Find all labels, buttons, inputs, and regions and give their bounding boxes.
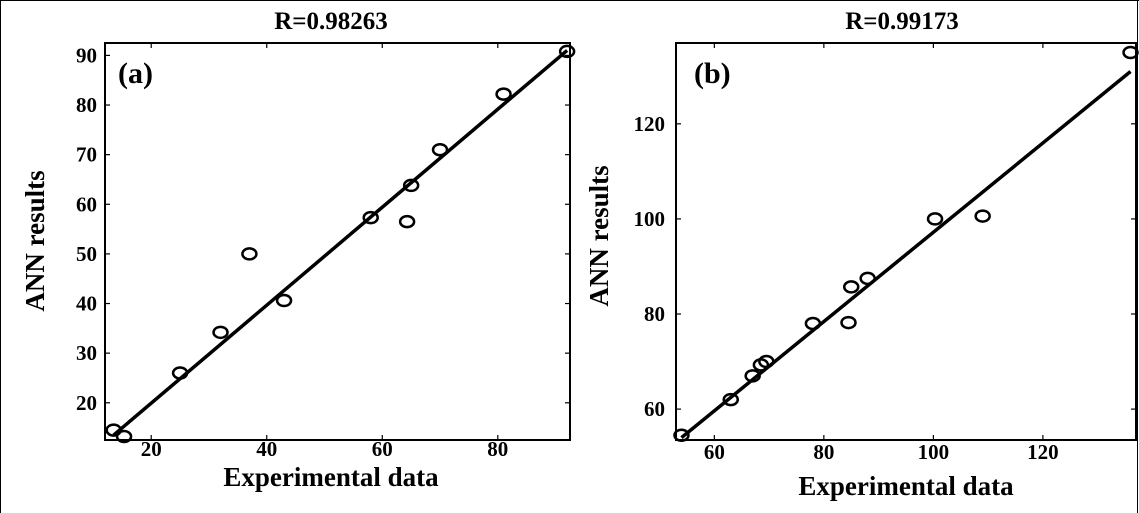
panel-b-plot-area	[675, 42, 1137, 441]
panel-a-ytick-label: 20	[76, 391, 97, 415]
panel-b-label: (b)	[694, 57, 731, 90]
panel-a-plot-area	[104, 42, 571, 441]
panel-b-data-point	[974, 209, 991, 223]
panel-a-points	[105, 44, 576, 444]
panel-a-ytick-label: 60	[76, 192, 97, 216]
panel-b-data-point	[744, 369, 761, 383]
panel-a-ytick-label: 40	[76, 292, 97, 316]
panel-b-xtick-label: 100	[918, 440, 950, 464]
panel-a-ytick-label: 70	[76, 143, 97, 167]
figure-border-right	[1137, 0, 1138, 513]
panel-b-ticks: 60 80 100 120 60 80 100 120	[634, 43, 1136, 464]
panel-b-ylabel: ANN results	[584, 165, 614, 306]
panel-b-ytick-label: 80	[644, 302, 665, 326]
panel-a-data-point	[402, 178, 420, 193]
panel-a-data-point	[398, 214, 416, 229]
panel-a-ytick-label: 80	[76, 93, 97, 117]
figure-border-left	[0, 0, 1, 513]
panel-b-title: R=0.99173	[845, 8, 959, 35]
panel-a-xtick-label: 40	[256, 437, 277, 461]
panel-b-xlabel: Experimental data	[798, 471, 1014, 501]
panel-a-ytick-label: 30	[76, 341, 97, 365]
panel-a-data-point	[105, 423, 122, 437]
panel-a-data-point	[431, 142, 449, 157]
panel-b-data-point	[859, 271, 876, 286]
panel-b-ytick-label: 100	[634, 207, 666, 231]
panel-a-data-point	[115, 429, 133, 444]
panel-a-xlabel: Experimental data	[223, 462, 439, 492]
panel-a-label: (a)	[118, 57, 153, 90]
panel-b-xtick-label: 60	[704, 440, 725, 464]
panel-a-fit-line-group	[112, 49, 569, 437]
panel-a-ytick-label: 90	[76, 43, 97, 67]
panel-b-data-point	[673, 428, 690, 442]
panel-b-ytick-label: 60	[644, 397, 665, 421]
figure-border-top	[0, 0, 1139, 1]
panel-a-xtick-label: 20	[141, 437, 162, 461]
panel-a-data-point	[275, 293, 293, 308]
panel-a-ylabel: ANN results	[20, 170, 50, 311]
panel-b-data-point	[1122, 45, 1139, 60]
panel-b-ytick-label: 120	[634, 112, 666, 136]
panel-b-xtick-label: 80	[813, 440, 834, 464]
panel-b-data-point	[840, 315, 857, 330]
panel-a-data-point	[495, 87, 512, 101]
panel-b: R=0.99173 (b) Experimental data ANN resu…	[584, 8, 1139, 501]
panel-a-data-point	[171, 366, 189, 380]
panel-a-title: R=0.98263	[274, 8, 388, 35]
panel-b-data-point	[758, 354, 775, 369]
panel-b-data-point	[722, 392, 740, 407]
panel-a-data-point	[241, 247, 258, 261]
panel-a-data-point	[362, 210, 379, 225]
panel-b-data-point	[842, 280, 860, 294]
panel-a-xtick-label: 80	[487, 437, 508, 461]
panel-a: R=0.98263 (a) Experimental data ANN resu…	[20, 8, 576, 492]
panel-b-data-point	[804, 316, 822, 331]
panel-a-xtick-label: 60	[372, 437, 393, 461]
panel-a-ytick-label: 50	[76, 242, 97, 266]
panel-b-points	[673, 45, 1139, 442]
panel-b-data-point	[926, 212, 944, 226]
panel-b-fit-line	[680, 70, 1132, 439]
panel-b-xtick-label: 120	[1027, 440, 1059, 464]
panel-a-data-point	[212, 325, 229, 340]
panel-b-fit-line-group	[680, 70, 1132, 439]
panel-a-fit-line	[112, 49, 569, 437]
panel-a-ticks: 20 40 60 80 20 30 40 50 60 70 80 90	[76, 43, 570, 461]
panel-a-data-point	[558, 44, 576, 59]
